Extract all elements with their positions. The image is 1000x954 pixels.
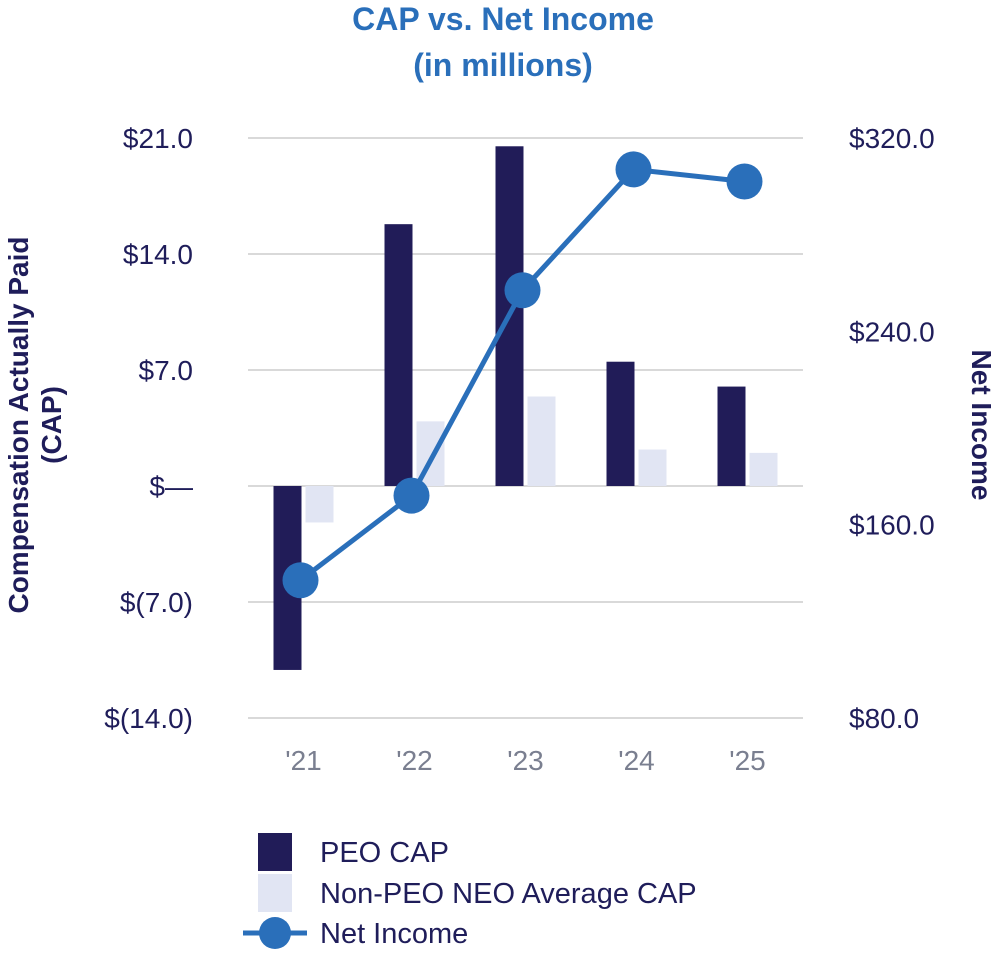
left-tick-label: $(14.0) <box>104 703 193 734</box>
chart-title-line1: CAP vs. Net Income <box>352 1 654 37</box>
bar-peo-cap <box>384 224 413 486</box>
net-income-point <box>393 477 430 514</box>
chart-title-line2: (in millions) <box>413 47 593 83</box>
left-axis-label-line2: (CAP) <box>36 386 67 464</box>
net-income-point <box>615 151 652 188</box>
left-axis-label-line1: Compensation Actually Paid <box>3 236 34 613</box>
x-tick-label: '25 <box>729 745 766 776</box>
left-tick-label: $21.0 <box>123 123 193 154</box>
right-tick-label: $320.0 <box>849 123 935 154</box>
left-tick-label: $— <box>149 471 193 502</box>
legend-non-peo-label: Non-PEO NEO Average CAP <box>320 878 697 910</box>
right-tick-label: $240.0 <box>849 316 935 347</box>
x-axis-ticks: '21 '22 '23 '24 '25 <box>285 745 766 776</box>
x-tick-label: '22 <box>396 745 433 776</box>
net-income-point <box>726 163 763 200</box>
x-tick-label: '23 <box>507 745 544 776</box>
right-tick-label: $80.0 <box>849 703 919 734</box>
left-axis-ticks: $21.0 $14.0 $7.0 $— $(7.0) $(14.0) <box>104 123 193 734</box>
bar-non-peo-cap <box>749 452 778 486</box>
bar-peo-cap <box>606 361 635 486</box>
bar-non-peo-cap <box>305 486 334 523</box>
right-axis-ticks: $320.0 $240.0 $160.0 $80.0 <box>849 123 935 734</box>
legend: PEO CAP Non-PEO NEO Average CAP Net Inco… <box>243 833 697 950</box>
net-income-point <box>504 272 541 309</box>
legend-peo-swatch <box>258 833 292 871</box>
bars <box>273 146 778 670</box>
legend-peo-label: PEO CAP <box>320 837 449 869</box>
gridlines <box>248 137 803 719</box>
left-tick-label: $7.0 <box>139 355 194 386</box>
left-tick-label: $14.0 <box>123 239 193 270</box>
x-tick-label: '24 <box>618 745 655 776</box>
x-tick-label: '21 <box>285 745 322 776</box>
bar-non-peo-cap <box>527 396 556 486</box>
net-income-line-group <box>282 151 763 599</box>
bar-non-peo-cap <box>638 449 667 486</box>
bar-peo-cap <box>717 386 746 486</box>
right-axis-label: Net Income <box>966 350 997 501</box>
left-tick-label: $(7.0) <box>120 587 193 618</box>
legend-non-peo-swatch <box>258 874 292 912</box>
net-income-point <box>282 562 319 599</box>
legend-net-income-label: Net Income <box>320 918 468 950</box>
right-tick-label: $160.0 <box>849 510 935 541</box>
legend-net-income-marker <box>259 917 291 949</box>
